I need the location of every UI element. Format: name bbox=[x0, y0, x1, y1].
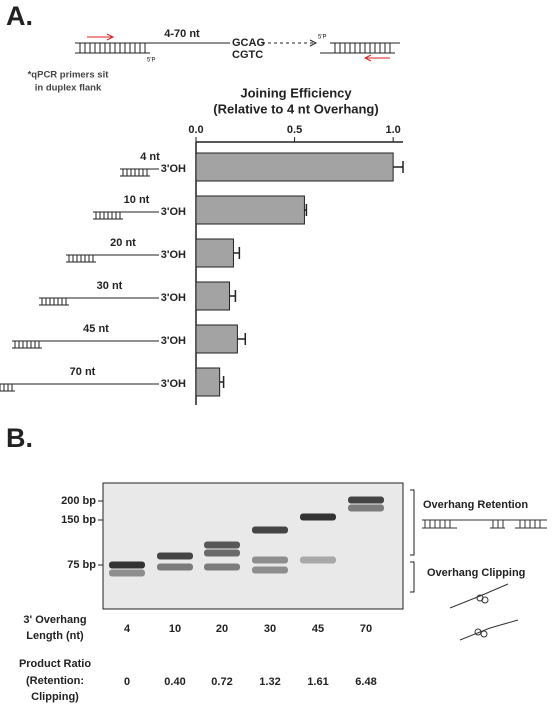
row-header: Length (nt) bbox=[26, 630, 84, 642]
x-tick-label: 0.0 bbox=[188, 124, 203, 136]
duplex bbox=[120, 168, 159, 177]
category-label: 4 nt bbox=[140, 151, 160, 163]
lane-length: 70 bbox=[360, 623, 372, 635]
duplex bbox=[12, 340, 159, 349]
bar bbox=[195, 281, 231, 311]
bar bbox=[195, 152, 394, 182]
bar bbox=[195, 324, 238, 354]
end-label: 3'OH bbox=[161, 335, 186, 347]
x-tick-label: 0.5 bbox=[287, 124, 302, 136]
schematic-label: 4-70 nt bbox=[164, 28, 200, 40]
bar bbox=[195, 367, 221, 397]
gel-band bbox=[300, 556, 336, 564]
category-label: 30 nt bbox=[97, 280, 123, 292]
lane-ratio: 0.72 bbox=[211, 676, 232, 688]
lane-length: 4 bbox=[124, 623, 131, 635]
gel-band bbox=[348, 504, 384, 512]
row-header: 3' Overhang bbox=[23, 614, 86, 626]
gel bbox=[102, 482, 404, 610]
chart-title: Joining Efficiency bbox=[240, 85, 352, 100]
marker-label: 200 bp bbox=[61, 495, 96, 507]
gel-bands bbox=[109, 496, 384, 577]
marker-label: 75 bp bbox=[67, 559, 96, 571]
gel-band bbox=[348, 496, 384, 504]
schematic bbox=[75, 33, 400, 62]
lane-length: 10 bbox=[169, 623, 181, 635]
product-icons bbox=[422, 519, 547, 641]
bracket-label: Overhang Clipping bbox=[427, 567, 525, 579]
end-label: 3'OH bbox=[161, 292, 186, 304]
lane-ratio: 0.40 bbox=[164, 676, 185, 688]
bar bbox=[195, 195, 305, 225]
lane-length: 20 bbox=[216, 623, 228, 635]
phosphate: 5'P bbox=[318, 35, 326, 41]
gel-band bbox=[204, 563, 240, 571]
marker-ticks bbox=[98, 500, 103, 566]
gel-band bbox=[252, 566, 288, 574]
duplex bbox=[0, 383, 159, 392]
end-label: 3'OH bbox=[161, 163, 186, 175]
row-header: (Retention: bbox=[26, 675, 84, 687]
x-tick-label: 1.0 bbox=[385, 124, 400, 136]
category-label: 45 nt bbox=[83, 323, 109, 335]
note: in duplex flank bbox=[35, 83, 102, 94]
lane-length: 30 bbox=[264, 623, 276, 635]
duplex bbox=[66, 254, 159, 263]
sequence: GCAG bbox=[232, 37, 265, 49]
row-header: Product Ratio bbox=[19, 658, 91, 670]
note: *qPCR primers sit bbox=[28, 70, 110, 81]
lane-ratio: 6.48 bbox=[355, 676, 376, 688]
lane-length: 45 bbox=[312, 623, 324, 635]
phosphate: 5'P bbox=[147, 58, 155, 64]
gel-band bbox=[157, 563, 193, 571]
error-bar bbox=[229, 290, 237, 302]
end-label: 3'OH bbox=[161, 378, 186, 390]
gel-band bbox=[204, 541, 240, 549]
duplex bbox=[39, 297, 159, 306]
gel-band bbox=[252, 526, 288, 534]
error-bar bbox=[304, 204, 308, 216]
gel-band bbox=[157, 552, 193, 560]
error-bar bbox=[219, 376, 225, 388]
marker-label: 150 bp bbox=[61, 514, 96, 526]
chart-subtitle: (Relative to 4 nt Overhang) bbox=[213, 101, 378, 116]
lane-ratio: 1.61 bbox=[307, 676, 328, 688]
end-label: 3'OH bbox=[161, 249, 186, 261]
gel-band bbox=[252, 556, 288, 564]
bracket bbox=[410, 489, 415, 593]
error-bar bbox=[393, 161, 404, 173]
panel-label: A. bbox=[6, 1, 33, 31]
panel-label: B. bbox=[6, 423, 33, 453]
bar bbox=[195, 238, 234, 268]
gel-band bbox=[300, 513, 336, 521]
category-label: 20 nt bbox=[110, 237, 136, 249]
end-label: 3'OH bbox=[161, 206, 186, 218]
bracket-label: Overhang Retention bbox=[423, 499, 528, 511]
category-label: 70 nt bbox=[70, 366, 96, 378]
gel-band bbox=[109, 561, 145, 569]
row-header: Clipping) bbox=[31, 691, 79, 703]
category-label: 10 nt bbox=[124, 194, 150, 206]
lane-ratio: 1.32 bbox=[259, 676, 280, 688]
gel-band bbox=[204, 549, 240, 557]
error-bar bbox=[237, 333, 247, 345]
lane-ratio: 0 bbox=[124, 676, 130, 688]
duplex bbox=[93, 211, 159, 220]
gel-band bbox=[109, 569, 145, 577]
error-bar bbox=[233, 247, 241, 259]
sequence: CGTC bbox=[232, 49, 263, 61]
